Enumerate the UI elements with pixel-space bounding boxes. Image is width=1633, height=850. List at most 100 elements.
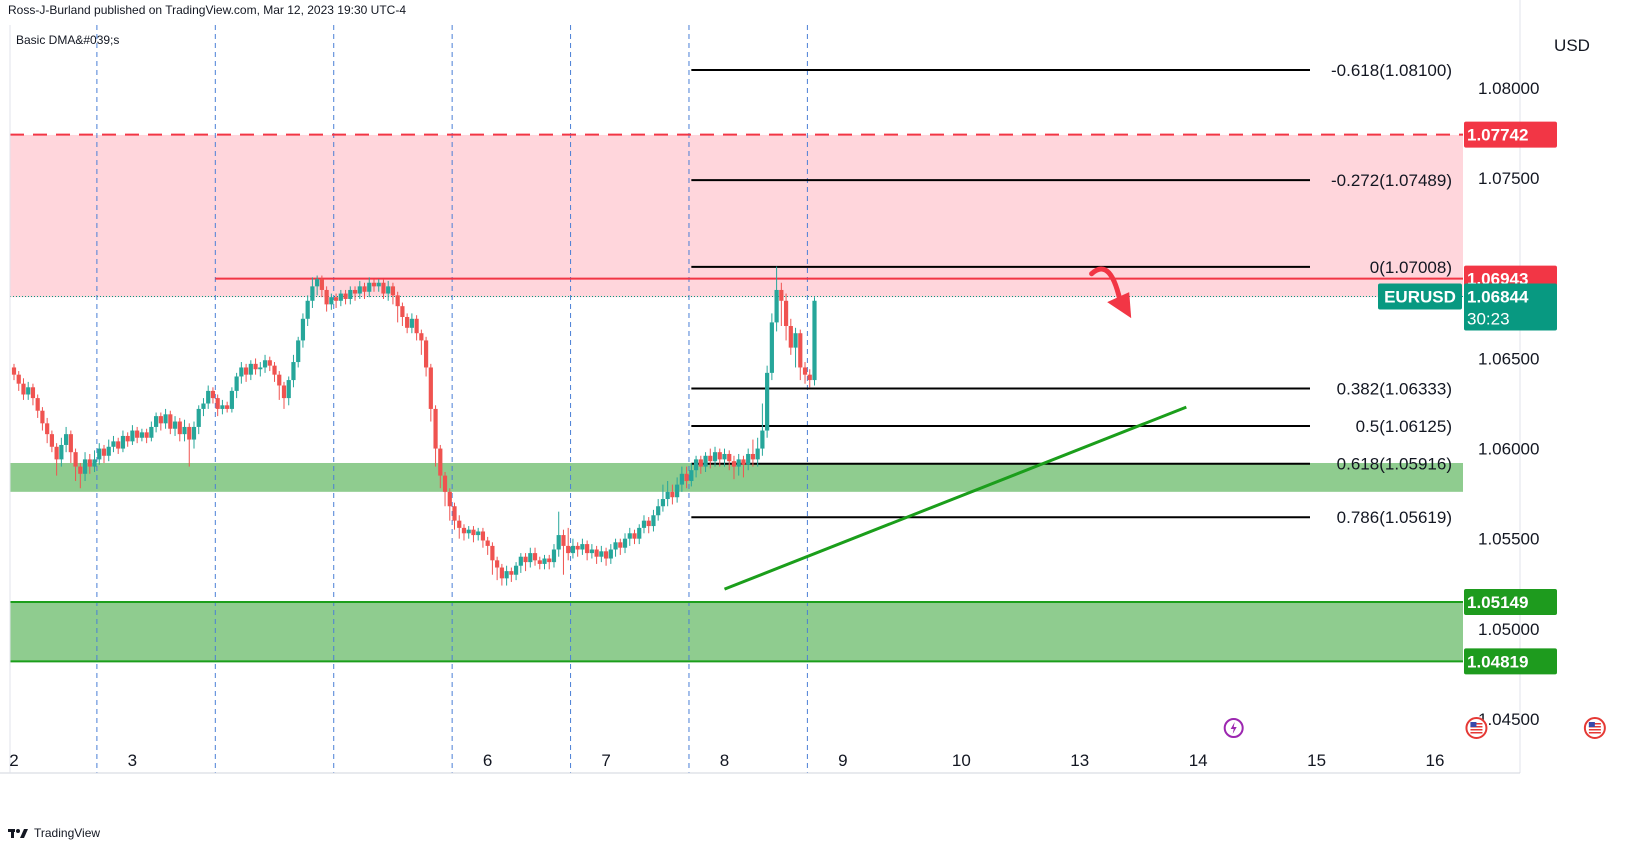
candle-body-125: [603, 551, 609, 559]
fib-label-0: -0.618(1.08100): [1331, 61, 1452, 80]
candle-body-29: [149, 426, 154, 438]
support-zone-2: [10, 601, 1463, 662]
footer-brand[interactable]: TradingView: [8, 826, 100, 840]
candle-body-115: [556, 535, 561, 550]
x-tick-13: 13: [1070, 751, 1089, 770]
candle-body-162: [779, 289, 784, 301]
us-flag-event-icon: [1583, 717, 1606, 739]
candle-body-109: [528, 553, 533, 563]
candle-body-87: [423, 340, 429, 368]
flag-canton-1: [1470, 722, 1477, 727]
candle-body-101: [490, 545, 495, 561]
level-badge-1.04819-text: 1.04819: [1467, 652, 1528, 671]
candle-body-102: [495, 560, 500, 568]
candle-body-30: [154, 416, 159, 427]
candle-body-96: [466, 529, 471, 534]
candle-body-74: [362, 286, 367, 292]
candle-body-64: [315, 279, 320, 287]
candle-body-105: [509, 571, 514, 575]
level-badge-1.07742-text: 1.07742: [1467, 126, 1528, 145]
candle-body-34: [172, 421, 178, 429]
candle-body-55: [272, 365, 277, 375]
candle-body-151: [727, 453, 732, 462]
candle-body-103: [499, 567, 504, 579]
candle-body-41: [206, 390, 211, 404]
candle-body-137: [660, 499, 666, 507]
zones-layer: [10, 134, 1463, 662]
candle-body-52: [258, 367, 263, 370]
candle-body-134: [646, 520, 651, 527]
candle-body-72: [352, 289, 358, 294]
candle-body-121: [585, 544, 590, 554]
candle-body-145: [698, 459, 703, 467]
candle-body-147: [708, 455, 713, 462]
candle-body-126: [608, 549, 613, 559]
trend-line: [723, 405, 1187, 591]
candle-body-21: [111, 441, 116, 447]
fibonacci-retracement[interactable]: -0.618(1.08100) -0.272(1.07489) 0(1.07008)…: [691, 61, 1452, 527]
candle-body-100: [485, 540, 490, 546]
candle-body-82: [400, 306, 405, 317]
candle-body-159: [765, 372, 770, 431]
candle-body-66: [324, 289, 329, 305]
candle-body-161: [774, 289, 779, 323]
candle-body-77: [376, 282, 381, 287]
candle-body-110: [532, 553, 538, 561]
candle-body-25: [130, 430, 135, 442]
candle-body-37: [187, 426, 192, 440]
candle-body-70: [343, 293, 348, 299]
candle-body-75: [367, 282, 372, 292]
candle-body-95: [461, 527, 467, 534]
candle-body-122: [589, 549, 594, 554]
candle-body-54: [267, 360, 272, 366]
candle-body-141: [679, 473, 684, 485]
candle-body-97: [471, 529, 476, 536]
candle-body-28: [144, 432, 149, 438]
fib-label-5: 0.618(1.05916): [1337, 455, 1452, 474]
candle-body-143: [689, 470, 694, 482]
candle-body-85: [414, 318, 419, 334]
candle-body-149: [717, 452, 722, 460]
candle-body-13: [73, 452, 78, 467]
candle-body-20: [106, 446, 111, 456]
x-tick-16: 16: [1426, 751, 1445, 770]
candle-body-79: [386, 286, 391, 294]
tradingview-brand-label: TradingView: [34, 826, 101, 840]
candle-body-160: [769, 322, 774, 373]
y-tick-1.06000: 1.06000: [1478, 440, 1539, 459]
candle-body-119: [575, 545, 580, 550]
candle-body-136: [656, 506, 661, 516]
candle-body-9: [54, 446, 59, 460]
candle-body-131: [632, 533, 637, 539]
candle-body-24: [125, 435, 130, 442]
candle-body-111: [537, 560, 542, 564]
candle-body-148: [712, 452, 718, 462]
candle-body-46: [229, 390, 234, 409]
candle-body-4: [30, 387, 36, 399]
candle-body-47: [234, 376, 239, 391]
candle-body-92: [447, 491, 452, 507]
candle-body-58: [286, 380, 291, 399]
event-markers[interactable]: [1223, 717, 1606, 739]
candle-body-12: [68, 434, 73, 453]
candle-body-139: [670, 491, 675, 498]
flag-stripe-1-3: [1470, 732, 1483, 734]
candle-body-157: [755, 448, 760, 460]
candle-body-114: [551, 549, 557, 563]
trend-line-layer[interactable]: [723, 266, 1187, 591]
candle-body-27: [139, 432, 144, 438]
candle-body-43: [215, 398, 220, 409]
indicator-legend[interactable]: Basic DMA&#039;s: [16, 33, 120, 47]
candle-body-78: [381, 282, 386, 294]
candle-body-26: [135, 430, 140, 438]
candle-body-142: [684, 473, 689, 482]
fib-label-3: 0.382(1.06333): [1337, 380, 1452, 399]
price-badges[interactable]: 1.077421.069431.051491.048191.0684430:23…: [1378, 121, 1557, 675]
candle-body-63: [310, 286, 315, 301]
candle-body-90: [438, 448, 443, 476]
candle-body-117: [566, 545, 571, 554]
flag-canton-2: [1588, 722, 1595, 727]
candle-body-80: [390, 286, 396, 296]
candle-body-35: [177, 421, 182, 435]
